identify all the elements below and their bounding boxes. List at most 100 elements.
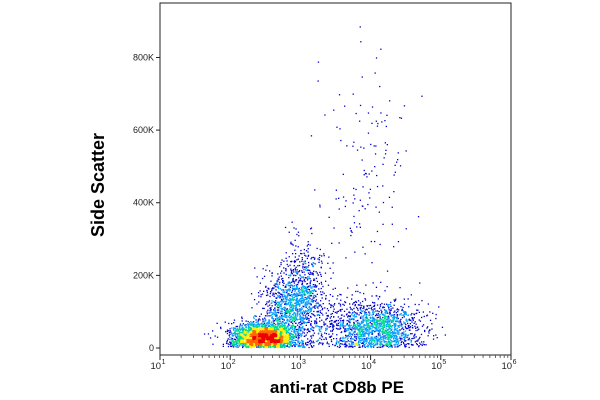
scatter-point — [291, 287, 294, 290]
scatter-point — [249, 340, 251, 343]
scatter-point — [341, 320, 344, 322]
scatter-point — [394, 336, 396, 338]
scatter-point — [293, 227, 295, 229]
scatter-point — [390, 329, 392, 331]
scatter-point — [369, 317, 372, 320]
scatter-point — [285, 298, 287, 300]
scatter-point — [277, 324, 279, 327]
scatter-point — [256, 344, 259, 346]
scatter-point — [237, 342, 239, 344]
scatter-point — [309, 310, 311, 313]
scatter-point — [235, 341, 237, 343]
scatter-point — [292, 269, 294, 272]
scatter-point — [380, 318, 383, 320]
scatter-point — [399, 320, 401, 322]
scatter-point — [267, 287, 269, 289]
scatter-point — [239, 335, 241, 337]
scatter-point — [339, 325, 341, 327]
scatter-point — [376, 346, 378, 349]
scatter-point — [336, 126, 338, 128]
scatter-point — [348, 335, 351, 338]
scatter-point — [332, 328, 335, 330]
scatter-point — [432, 338, 435, 340]
scatter-point — [275, 332, 277, 334]
scatter-point — [242, 338, 245, 340]
scatter-point — [272, 324, 274, 327]
scatter-point — [301, 280, 303, 282]
scatter-point — [279, 332, 282, 334]
scatter-point — [308, 305, 310, 308]
scatter-point — [292, 337, 294, 339]
scatter-point — [362, 316, 364, 318]
scatter-point — [268, 328, 271, 330]
scatter-point — [293, 340, 295, 342]
scatter-point — [382, 333, 384, 335]
scatter-point — [303, 332, 305, 334]
scatter-point — [246, 346, 249, 348]
scatter-point — [387, 321, 389, 323]
scatter-point — [246, 339, 248, 341]
scatter-point — [274, 326, 277, 328]
scatter-point — [341, 308, 343, 310]
scatter-point — [385, 318, 387, 321]
scatter-point — [234, 331, 236, 333]
scatter-point — [274, 283, 276, 285]
scatter-point — [240, 328, 242, 330]
scatter-point — [276, 319, 278, 321]
scatter-point — [274, 344, 276, 347]
scatter-point — [296, 343, 298, 345]
scatter-point — [407, 322, 409, 325]
scatter-point — [401, 340, 403, 343]
scatter-point — [269, 333, 271, 335]
scatter-point — [269, 270, 271, 272]
scatter-point — [364, 344, 366, 346]
scatter-point — [307, 248, 309, 250]
scatter-point — [291, 273, 293, 275]
scatter-point — [351, 298, 353, 300]
scatter-point — [293, 274, 295, 276]
scatter-point — [292, 307, 294, 309]
scatter-point — [350, 330, 353, 332]
scatter-point — [295, 316, 297, 318]
scatter-point — [253, 332, 255, 334]
scatter-point — [307, 309, 309, 312]
scatter-point — [328, 303, 330, 305]
scatter-point — [389, 311, 391, 313]
scatter-point — [298, 292, 300, 295]
scatter-point — [371, 170, 373, 172]
scatter-point — [267, 330, 270, 332]
scatter-point — [397, 325, 400, 328]
scatter-point — [411, 321, 413, 323]
scatter-point — [375, 335, 378, 338]
scatter-point — [248, 339, 250, 341]
scatter-point — [323, 255, 325, 257]
scatter-point — [334, 320, 336, 322]
scatter-point — [390, 343, 392, 345]
scatter-point — [365, 338, 367, 340]
scatter-point — [288, 332, 290, 335]
scatter-point — [272, 326, 274, 328]
scatter-point — [277, 273, 279, 275]
scatter-point — [316, 285, 318, 287]
scatter-point — [278, 315, 281, 317]
scatter-point — [379, 332, 381, 335]
scatter-point — [341, 314, 343, 316]
scatter-point — [374, 321, 376, 324]
scatter-point — [289, 282, 291, 284]
scatter-point — [382, 223, 384, 225]
scatter-point — [359, 346, 361, 348]
scatter-point — [390, 324, 392, 327]
scatter-point — [297, 345, 300, 347]
scatter-point — [367, 344, 369, 346]
scatter-point — [270, 323, 272, 325]
scatter-point — [280, 334, 282, 337]
scatter-point — [372, 339, 374, 341]
scatter-point — [379, 320, 381, 322]
scatter-point — [341, 325, 344, 327]
scatter-point — [418, 345, 420, 347]
scatter-point — [402, 310, 404, 312]
scatter-point — [295, 288, 298, 290]
scatter-point — [311, 299, 313, 301]
scatter-point — [272, 327, 274, 329]
scatter-point — [378, 320, 381, 322]
